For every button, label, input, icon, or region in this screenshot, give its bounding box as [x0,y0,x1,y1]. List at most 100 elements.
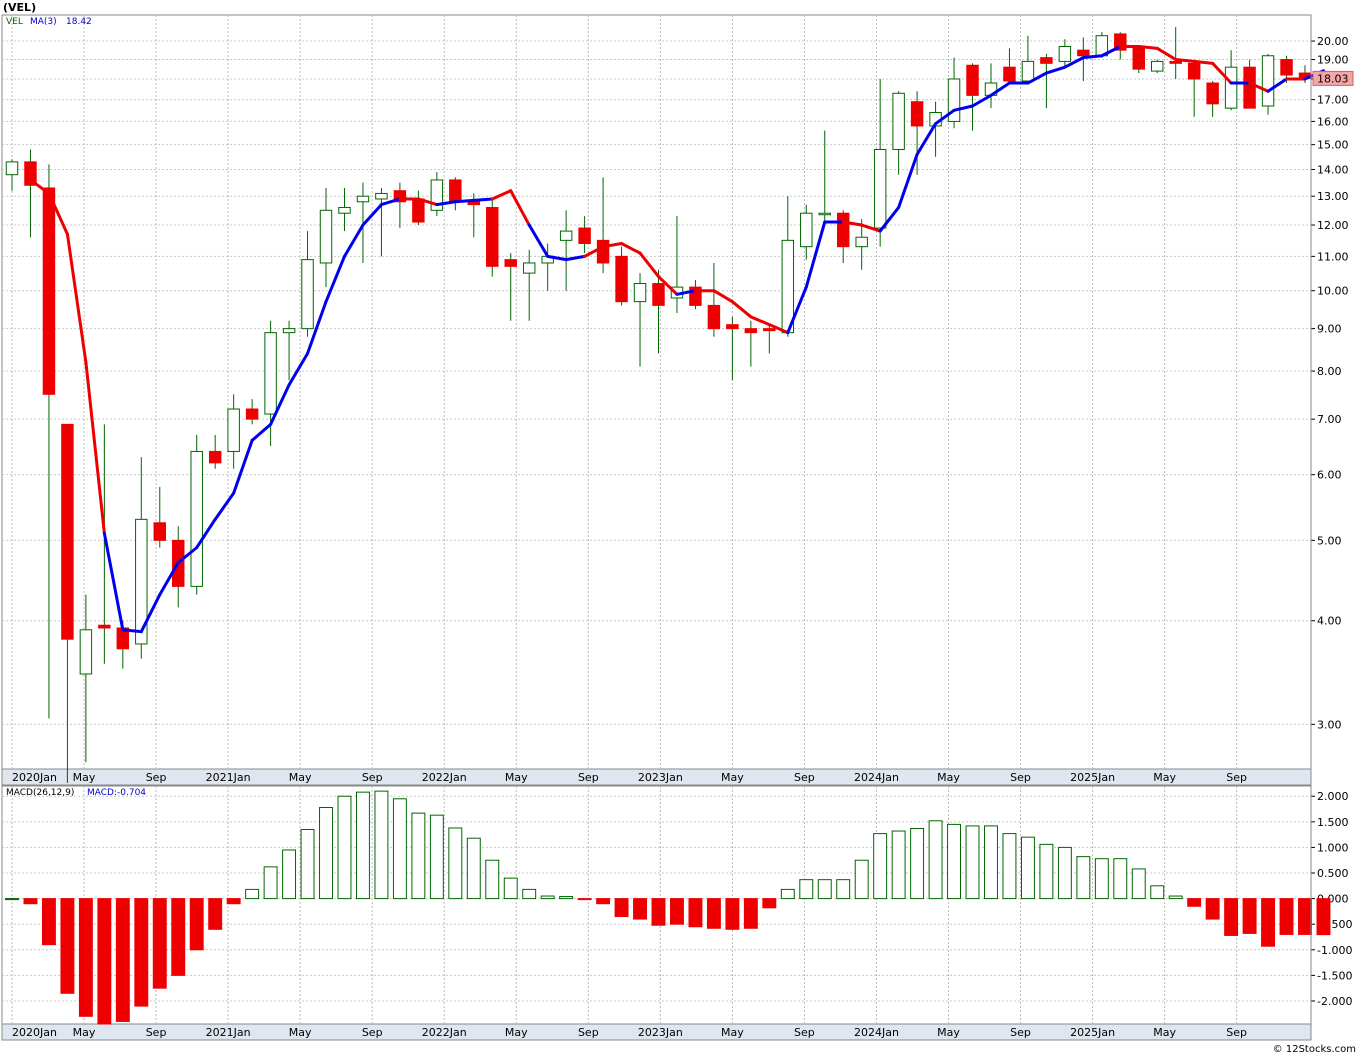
macd-bar-positive [854,859,869,900]
macd-x-tick-label: 2020Jan [12,1026,57,1039]
price-y-tick-label: 10.00 [1317,285,1349,298]
macd-y-tick-label: -2.000 [1317,995,1352,1008]
macd-bar-positive [1039,843,1054,900]
ma-segment [1266,77,1289,93]
ma-segment [490,189,513,201]
macd-y-tick-label: -1.000 [1317,944,1352,957]
macd-bar-positive [522,888,537,900]
macd-bar-positive [1094,858,1109,900]
macd-bar-positive [300,829,315,900]
macd-bar-positive [5,898,19,901]
candle-down [1003,66,1016,82]
macd-bar-negative [725,898,740,930]
price-x-tick-label: 2024Jan [854,771,899,784]
candle-down [744,328,758,334]
macd-bar-negative [596,898,611,905]
candle-up [430,179,444,211]
macd-bar-negative [743,898,758,929]
macd-x-tick-label: Sep [1010,1026,1031,1039]
macd-bar-negative [208,898,223,930]
candle-up [522,262,536,274]
ticker-label: (VEL) [3,1,36,14]
macd-bar-positive [965,825,980,900]
legend-ma-value: 18.42 [66,17,92,27]
ma-segment [675,289,697,296]
price-x-tick-label: 2025Jan [1070,771,1115,784]
price-x-tick-label: May [1153,771,1176,784]
ma-segment [176,546,199,565]
price-legend: VEL MA(3) 18.42 [6,17,92,27]
macd-bar-positive [540,895,555,900]
candle-down [726,324,739,330]
candle-down [652,283,665,306]
candle-up [375,192,388,200]
macd-x-tick-label: Sep [578,1026,599,1039]
price-x-tick-label: Sep [146,771,167,784]
macd-x-tick-label: May [721,1026,744,1039]
macd-bar-negative [651,898,666,926]
ma-segment [65,232,88,364]
ma-segment [860,223,882,233]
ma-segment [1026,71,1048,85]
candle-up [79,629,93,675]
candle-down [24,161,37,186]
macd-x-tick-label: Sep [146,1026,167,1039]
candle-up [892,92,905,150]
candle-down [153,522,166,541]
ma-segment [287,351,310,387]
macd-bar-negative [1298,898,1312,935]
candle-up [319,209,333,264]
ma-segment [1137,44,1159,50]
macd-bar-negative [1205,898,1220,920]
price-x-tick-label: Sep [1226,771,1247,784]
macd-bar-negative [1224,898,1239,936]
ma-segment [1211,61,1233,85]
macd-bar-positive [1057,846,1072,900]
candle-up [190,450,203,587]
price-x-tick-label: 2020Jan [12,771,57,784]
price-y-tick-label: 6.00 [1317,469,1342,482]
macd-bar-negative [577,898,592,901]
candle-down [689,286,702,306]
candle-up [5,161,19,176]
candle-down [596,239,610,264]
candle-down [1114,33,1127,51]
candle-down [42,187,56,395]
macd-bar-positive [559,896,574,900]
price-x-tick-label: May [73,771,96,784]
ma-segment [804,220,827,289]
macd-x-tick-label: 2021Jan [206,1026,251,1039]
macd-bar-positive [355,791,370,900]
candle-down [836,212,850,248]
candle-down [208,450,222,464]
macd-bar-negative [762,898,777,909]
ma-segment [841,220,864,227]
candle-up [301,259,314,330]
candle-down [61,423,74,640]
macd-bar-positive [282,849,297,900]
macd-bar-positive [374,790,389,900]
macd-bar-positive [1020,836,1035,900]
ma-segment [749,315,771,327]
ma-segment [897,152,919,209]
ma-segment [1100,44,1122,58]
macd-bar-negative [670,898,684,925]
candle-down [449,179,462,203]
macd-bar-positive [891,830,906,900]
ma-segment [213,491,236,521]
price-y-tick-label: 20.00 [1317,35,1349,48]
macd-bar-negative [41,898,56,946]
ma-segment [878,205,901,233]
ma-segment [269,383,291,426]
ma-segment [915,122,938,156]
candle-up [1224,66,1238,109]
price-y-tick-label: 4.00 [1317,615,1342,628]
macd-bar-positive [319,806,333,900]
macd-x-tick-label: 2022Jan [422,1026,467,1039]
candle-down [1077,49,1090,57]
ma-segment [527,223,550,258]
candle-down [1132,47,1145,70]
macd-bar-negative [23,898,38,905]
price-plot-area [1,14,1312,770]
macd-bar-negative [171,898,186,976]
